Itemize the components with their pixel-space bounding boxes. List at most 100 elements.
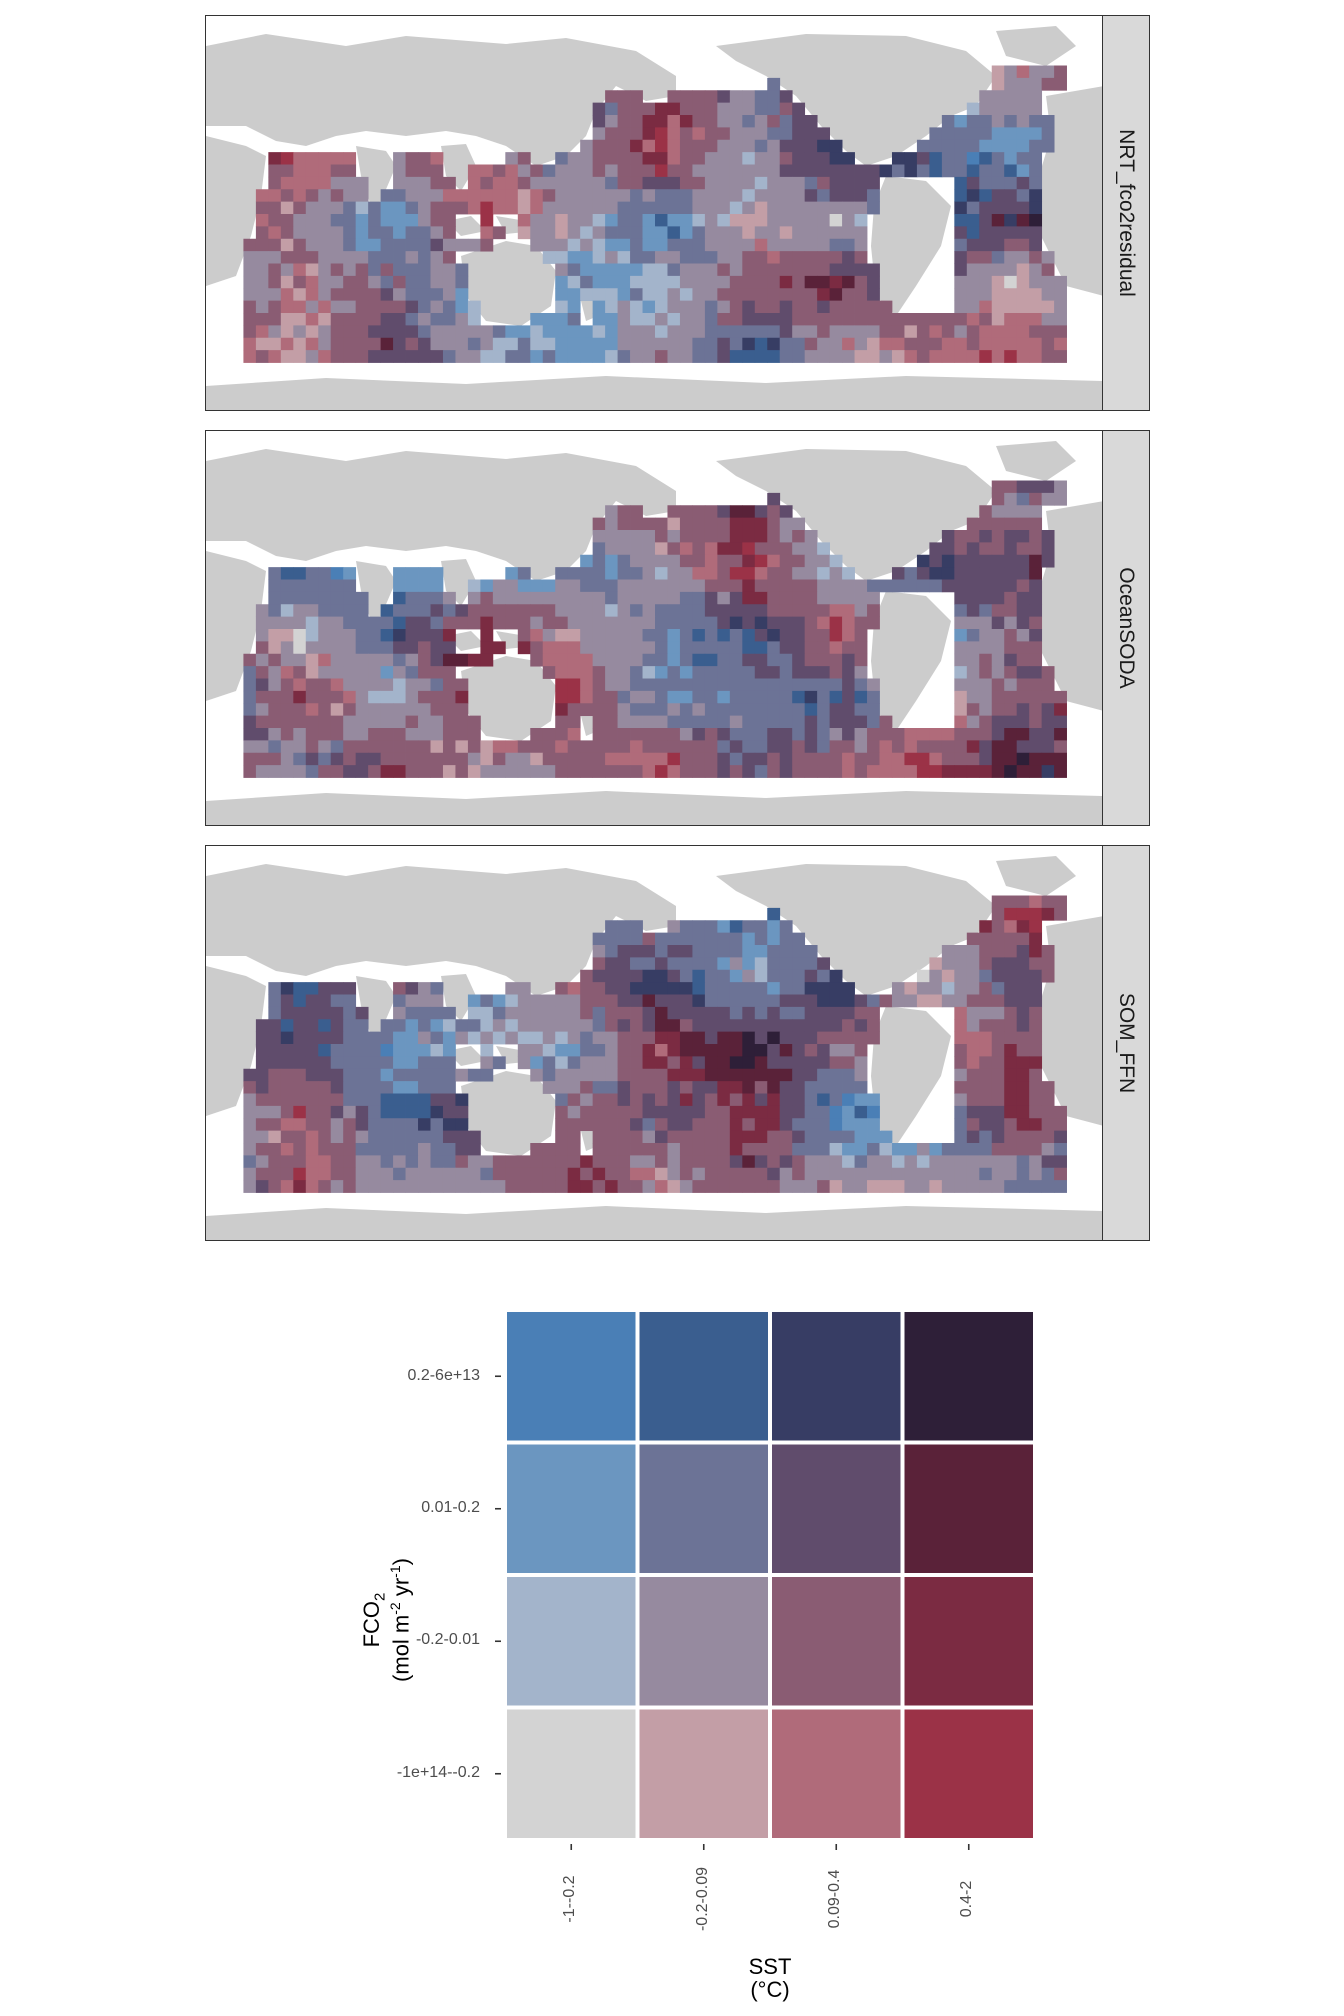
grid-cell [667,530,681,543]
grid-cell [617,1019,631,1033]
grid-cell [904,1167,918,1181]
grid-cell [842,1143,855,1156]
grid-cell [280,1019,294,1033]
legend-tile [507,1444,636,1573]
grid-cell [854,251,868,264]
grid-cell [355,189,369,203]
grid-cell [330,666,344,679]
grid-cell [655,1081,668,1094]
grid-cell [829,1105,843,1119]
grid-cell [717,1019,731,1033]
grid-cell [692,238,706,252]
grid-cell [592,251,606,264]
grid-cell [817,152,831,165]
grid-cell [779,325,793,339]
grid-cell [1029,90,1043,104]
map-grid-somffn [206,846,1102,1240]
grid-cell [393,604,406,618]
grid-cell [642,300,656,314]
grid-cell [380,678,394,692]
grid-cell [442,1155,456,1169]
grid-cell [430,567,444,580]
grid-cell [617,957,631,971]
grid-cell [767,492,781,506]
grid-cell [804,189,818,203]
grid-cell [467,1167,481,1181]
grid-cell [792,164,806,178]
grid-cell [667,666,681,679]
grid-cell [767,765,781,778]
grid-cell [767,740,781,754]
grid-cell [754,1155,768,1169]
land-mass [206,136,266,286]
grid-cell [617,715,631,729]
grid-cell [592,102,606,116]
grid-cell [854,214,868,227]
grid-cell [305,350,319,363]
grid-cell [767,703,781,717]
grid-cell [617,1081,631,1094]
grid-cell [567,616,581,630]
grid-cell [492,176,506,190]
grid-cell [655,176,668,190]
grid-cell [592,932,606,946]
grid-cell [630,152,643,165]
grid-cell [692,690,706,704]
grid-cell [418,591,431,605]
grid-cell [1004,102,1018,116]
grid-cell [405,275,419,289]
grid-cell [954,350,968,363]
grid-cell [729,1143,743,1156]
grid-cell [368,666,382,679]
grid-cell [667,567,681,580]
grid-cell [255,678,269,692]
grid-cell [729,579,743,593]
grid-cell [617,982,631,995]
grid-cell [779,945,793,958]
grid-cell [754,300,768,314]
grid-cell [667,127,681,141]
grid-cell [929,542,943,556]
grid-cell [767,251,781,264]
grid-cell [779,666,793,679]
grid-cell [617,1105,631,1119]
grid-cell [704,1167,718,1181]
grid-cell [592,616,606,630]
grid-cell [293,678,307,692]
legend-tile [772,1709,901,1838]
grid-cell [467,350,481,363]
grid-cell [767,530,781,543]
grid-cell [555,263,569,277]
grid-cell [991,127,1005,141]
grid-cell [1016,703,1030,717]
grid-cell [467,189,481,203]
grid-cell [655,1031,668,1045]
grid-cell [530,325,544,339]
grid-cell [966,728,980,741]
grid-cell [742,350,756,363]
grid-cell [318,1019,332,1033]
grid-cell [767,945,781,958]
grid-cell [804,542,818,556]
grid-cell [717,350,731,363]
grid-cell [617,752,631,766]
grid-cell [1041,1093,1055,1107]
grid-cell [655,288,668,302]
grid-cell [829,325,843,339]
grid-cell [617,1093,631,1107]
grid-cell [355,1143,369,1156]
grid-cell [655,994,668,1008]
grid-cell [293,1155,307,1169]
grid-cell [1016,1130,1030,1144]
grid-cell [717,275,731,289]
grid-cell [330,740,344,754]
grid-cell [368,275,382,289]
grid-cell [243,1130,257,1144]
grid-cell [280,263,294,277]
grid-cell [817,313,831,326]
grid-cell [817,715,831,729]
grid-cell [954,567,968,580]
grid-cell [305,214,319,227]
grid-cell [667,1118,681,1132]
grid-cell [754,325,768,339]
